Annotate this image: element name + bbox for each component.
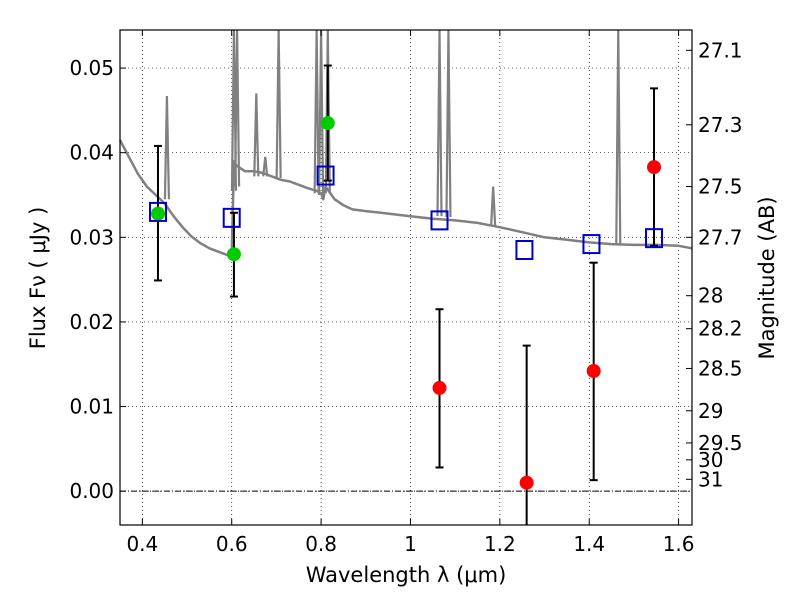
magnitude-tick-label: 27.3 [698, 113, 743, 137]
emission-line [490, 186, 497, 226]
y-tick-label: 0.04 [69, 141, 114, 165]
x-tick-label: 1.4 [573, 532, 605, 556]
x-tick-label: 0.4 [126, 532, 158, 556]
y-tick-label: 0.02 [69, 310, 114, 334]
magnitude-tick-label: 28.2 [698, 317, 743, 341]
magnitude-tick-label: 27.7 [698, 225, 743, 249]
emission-line [262, 156, 269, 177]
x-tick-label: 0.8 [305, 532, 337, 556]
model-photometry-square [515, 240, 534, 260]
space-based-point [586, 364, 601, 378]
x-tick-label: 1.2 [484, 532, 516, 556]
photometry-points [150, 116, 662, 490]
x-tick-label: 1.6 [663, 532, 695, 556]
ground-based-point [150, 206, 165, 221]
y-tick-label: 0.01 [69, 395, 114, 419]
magnitude-tick-label: 28 [698, 284, 723, 308]
x-tick-label: 1 [404, 532, 417, 556]
magnitude-tick-label: 29 [698, 399, 723, 423]
model-photometry-square [222, 207, 241, 228]
x-tick-label: 0.6 [216, 532, 248, 556]
model-photometry-square [582, 234, 601, 255]
y-axis-ticks: 0.00 0.01 0.02 0.03 0.04 0.05 [69, 56, 126, 503]
y-tick-label: 0.05 [69, 56, 114, 80]
magnitude-tick-label: 27.5 [698, 175, 743, 199]
y-tick-label: 0.03 [69, 225, 114, 249]
y-axis-label: Flux Fν ( μJy ) [26, 207, 50, 350]
magnitude-tick-label: 28.5 [698, 356, 743, 380]
magnitude-tick-label: 29.5 [698, 431, 743, 455]
spectrum-continuum [118, 139, 693, 258]
ground-based-point [320, 116, 335, 131]
x-axis-ticks: 0.4 0.6 0.8 1 1.2 1.4 1.6 [126, 30, 695, 556]
y-tick-label: 0.00 [69, 479, 114, 503]
model-photometry-square [430, 210, 449, 231]
space-based-point [432, 380, 447, 395]
x-axis-label: Wavelength λ (μm) [306, 563, 507, 587]
model-photometry-square [148, 201, 167, 222]
magnitude-tick-label: 31 [698, 467, 723, 491]
emission-line [163, 95, 171, 200]
magnitude-tick-label: 30 [698, 448, 723, 472]
plot-background [120, 30, 692, 525]
model-photometry-square [645, 228, 664, 249]
space-based-point [519, 475, 534, 490]
magnitude-axis-label: Magnitude (AB) [755, 196, 779, 359]
model-photometry-squares [148, 165, 664, 260]
emission-line [253, 93, 260, 177]
ground-based-point [226, 247, 241, 262]
model-photometry-square [316, 165, 335, 186]
space-based-point [647, 160, 662, 175]
magnitude-tick-label: 27.1 [698, 38, 743, 62]
plot-frame [119, 29, 693, 526]
